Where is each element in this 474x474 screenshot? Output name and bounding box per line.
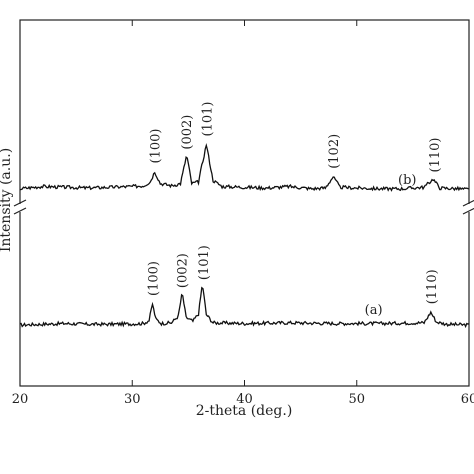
x-axis-title: 2-theta (deg.) [196,403,293,419]
peak-label: (110) [428,138,443,173]
x-tick-label: 20 [12,392,29,407]
x-tick-label: 60 [461,392,474,407]
curves [19,142,470,329]
axis-break-gap [465,204,473,212]
peak-label: (100) [147,261,162,296]
series-label: (a) [365,303,383,318]
series-line [19,286,470,329]
axis-break-mark [13,199,27,207]
peak-label: (002) [180,115,195,150]
x-tick-label: 50 [348,392,365,407]
x-axis: 20 30 40 50 60 [12,20,474,407]
axis-break-gap [16,204,24,212]
axis-break [13,199,474,215]
series-label: (b) [398,173,416,188]
x-tick-label: 40 [236,392,253,407]
peak-label: (101) [197,245,212,280]
peak-label: (110) [425,269,440,304]
plot-frame [19,19,470,387]
peak-label: (102) [327,134,342,169]
axis-break-mark [462,199,474,207]
peak-label: (002) [176,253,191,288]
y-axis-title: Intensity (a.u.) [0,148,14,252]
peak-labels: (100) (002) (101) (110) (a) (100) (002) (101) (1… [147,102,444,318]
peak-label: (100) [149,129,164,164]
x-tick-label: 30 [124,392,141,407]
axis-break-mark [462,207,474,215]
axis-break-mark [13,207,27,215]
series-line [19,142,470,192]
peak-label: (101) [200,102,215,137]
